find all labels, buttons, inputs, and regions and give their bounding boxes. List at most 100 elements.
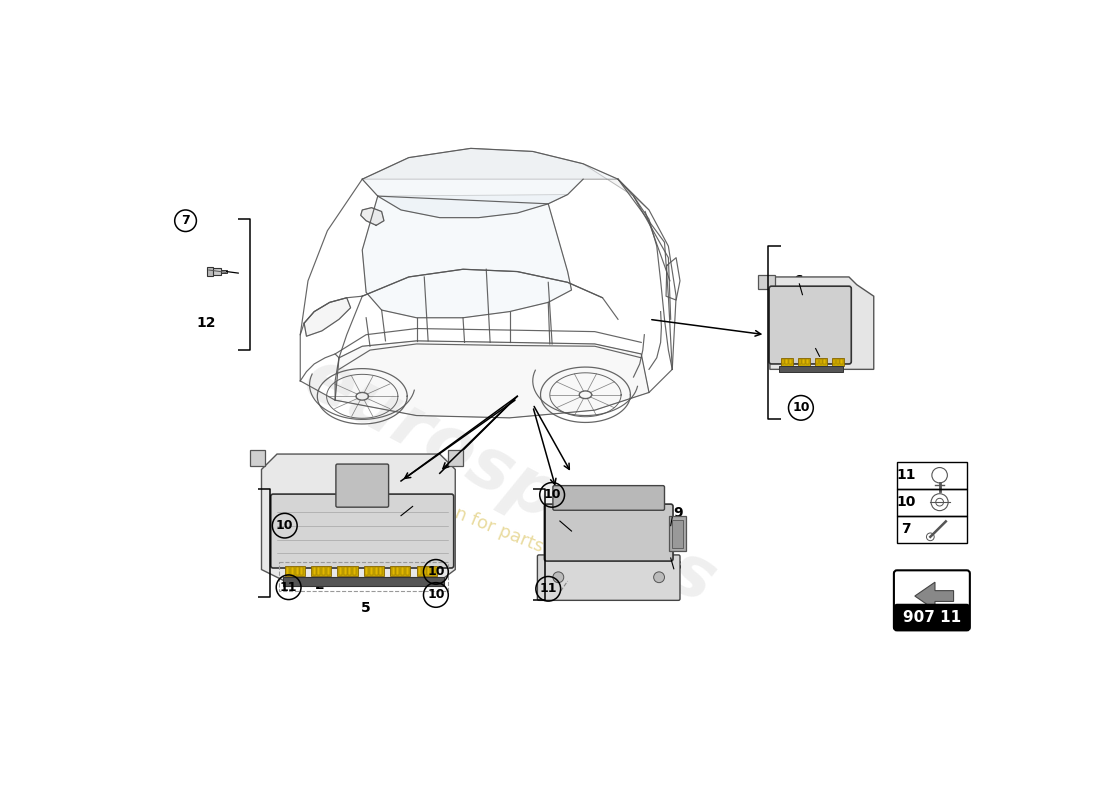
Bar (370, 567, 373, 575)
Bar (327, 567, 330, 575)
Bar (402, 567, 404, 575)
Bar (285, 566, 305, 577)
Bar (781, 359, 784, 364)
Polygon shape (362, 194, 572, 318)
Text: 10: 10 (276, 519, 294, 532)
Bar (379, 567, 383, 575)
Text: 6: 6 (793, 274, 803, 288)
Text: 10: 10 (427, 589, 444, 602)
Polygon shape (362, 148, 649, 210)
Text: 11: 11 (539, 582, 557, 595)
Bar (798, 358, 811, 366)
FancyBboxPatch shape (894, 604, 970, 630)
Bar (392, 567, 395, 575)
Bar (292, 567, 294, 575)
Bar (840, 359, 843, 364)
Bar (418, 567, 421, 575)
Bar (250, 450, 265, 466)
Polygon shape (362, 148, 618, 218)
Text: 907 11: 907 11 (903, 610, 961, 625)
Circle shape (653, 572, 664, 582)
Bar (837, 359, 839, 364)
Bar (296, 567, 299, 575)
Bar (365, 567, 369, 575)
Bar (427, 567, 430, 575)
Text: 2: 2 (315, 578, 324, 592)
Bar (815, 358, 827, 366)
Bar (210, 269, 221, 274)
FancyBboxPatch shape (769, 286, 851, 364)
Polygon shape (304, 298, 351, 336)
Polygon shape (336, 341, 649, 418)
Bar (317, 567, 320, 575)
Bar (815, 359, 818, 364)
FancyBboxPatch shape (271, 494, 453, 568)
Bar (669, 517, 686, 551)
Text: 9: 9 (673, 506, 683, 520)
Text: 5: 5 (361, 601, 371, 615)
Polygon shape (915, 582, 954, 610)
Text: 3: 3 (554, 511, 564, 525)
Bar (300, 567, 304, 575)
Bar (343, 567, 346, 575)
Text: 10: 10 (427, 566, 444, 578)
FancyBboxPatch shape (553, 486, 664, 510)
Text: 10: 10 (792, 402, 810, 414)
Bar (790, 359, 792, 364)
Text: 10: 10 (543, 488, 561, 502)
Bar (353, 567, 356, 575)
Circle shape (553, 572, 563, 582)
Bar (781, 358, 793, 366)
Bar (417, 566, 437, 577)
Bar (799, 359, 801, 364)
Bar (278, 562, 448, 591)
Polygon shape (361, 208, 384, 226)
Bar (375, 567, 377, 575)
Bar (779, 366, 843, 373)
Text: 7: 7 (182, 214, 190, 227)
Bar (820, 359, 822, 364)
Bar (824, 359, 826, 364)
Text: 10: 10 (896, 495, 916, 509)
Text: 7: 7 (902, 522, 911, 536)
Bar (896, 516, 967, 542)
Bar (322, 567, 326, 575)
Bar (207, 267, 213, 276)
Bar (785, 359, 788, 364)
Text: 8: 8 (671, 558, 681, 573)
Text: 11: 11 (896, 468, 916, 482)
Bar (339, 567, 342, 575)
Bar (283, 578, 444, 586)
Bar (390, 566, 410, 577)
Bar (432, 567, 436, 575)
Bar (286, 567, 289, 575)
FancyBboxPatch shape (336, 464, 388, 507)
Bar (803, 359, 805, 364)
Bar (896, 489, 967, 516)
Bar (758, 275, 774, 290)
Text: 1: 1 (816, 347, 826, 361)
Bar (832, 358, 845, 366)
Text: 4: 4 (410, 495, 420, 510)
Bar (833, 359, 835, 364)
Bar (312, 567, 316, 575)
Bar (221, 270, 228, 273)
Bar (349, 567, 351, 575)
Bar (311, 566, 331, 577)
Text: eurospares: eurospares (292, 343, 727, 618)
Bar (422, 567, 426, 575)
Bar (896, 462, 967, 489)
Bar (448, 450, 463, 466)
Bar (806, 359, 808, 364)
Bar (406, 567, 409, 575)
Polygon shape (770, 277, 873, 370)
Bar (364, 566, 384, 577)
FancyBboxPatch shape (894, 570, 970, 630)
Text: 11: 11 (279, 581, 297, 594)
Polygon shape (262, 454, 455, 581)
Bar (672, 519, 683, 548)
Text: 12: 12 (196, 316, 216, 330)
Bar (396, 567, 399, 575)
FancyBboxPatch shape (544, 504, 673, 561)
Bar (896, 607, 967, 630)
